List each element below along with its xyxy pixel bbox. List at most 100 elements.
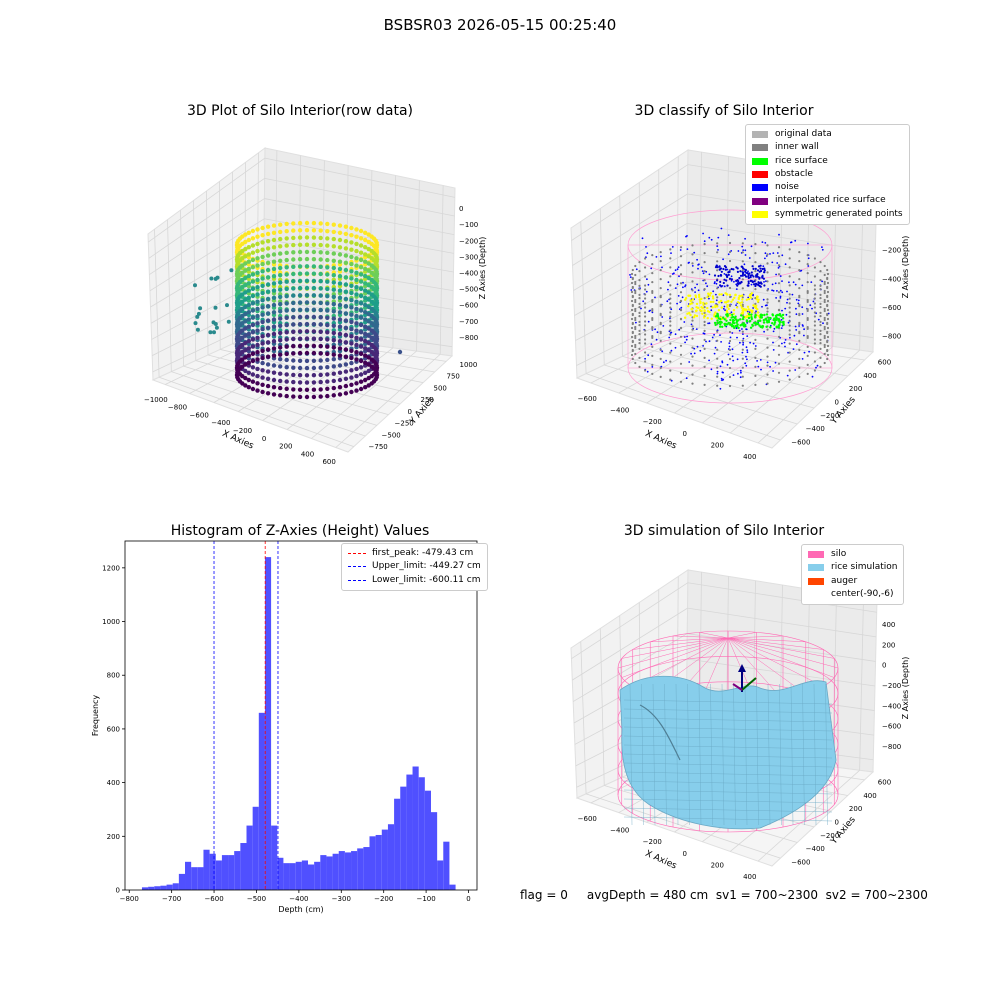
classify-noise-point [780, 327, 783, 329]
raw-point [374, 305, 379, 310]
raw-plot-title: 3D Plot of Silo Interior(row data) [186, 103, 414, 119]
classify-inner-wall-point [638, 338, 641, 341]
rice-mesh-line [652, 683, 656, 826]
classify-noise-point [744, 254, 747, 256]
classify-inner-wall-point [798, 278, 801, 281]
simulation-ytick-label: 0 [835, 819, 839, 827]
classify-inner-wall-point [819, 284, 822, 287]
classify-inner-wall-point [806, 299, 809, 302]
classify-inner-wall-point [806, 308, 809, 311]
raw-point [284, 386, 289, 391]
raw-point [255, 248, 260, 254]
raw-point [271, 339, 277, 344]
classify-inner-wall-point [691, 325, 694, 328]
histogram-ytick-label: 600 [107, 725, 120, 733]
classify-noise-cluster-point [755, 275, 758, 278]
simulation-xtick-label: 200 [711, 862, 724, 870]
classify-symmetric-point [689, 299, 692, 302]
raw-point [318, 300, 323, 306]
classify-noise-point [705, 340, 707, 343]
classify-inner-wall-point [679, 335, 683, 338]
classify-noise-cluster-point [722, 281, 725, 285]
raw-point [284, 351, 289, 357]
raw-point [297, 235, 303, 240]
raw-point [354, 299, 359, 304]
classify-noise-point [727, 234, 730, 237]
raw-point [311, 293, 317, 298]
classify-inner-wall-point [659, 287, 662, 290]
classify-inner-wall-point [766, 280, 769, 283]
classify-inner-wall-point [691, 253, 694, 256]
histogram-ylabel: Frequency [91, 695, 100, 737]
histogram-bar [314, 861, 321, 890]
classify-inner-wall-point [798, 260, 801, 263]
raw-outlier-point [208, 330, 213, 335]
classify-symmetric-point [705, 302, 708, 305]
classify-inner-wall-point [813, 266, 817, 269]
raw-point [331, 364, 336, 369]
raw-ytick-label: −250 [395, 420, 414, 428]
classify-noise-point [815, 366, 817, 369]
raw-point [318, 387, 323, 392]
classify-symmetric-point [684, 298, 687, 301]
legend-line-swatch [348, 566, 366, 568]
raw-point [297, 285, 303, 291]
classify-noise-point [801, 313, 804, 315]
raw-point [304, 387, 310, 392]
raw-point [343, 289, 349, 294]
classify-inner-wall-point [754, 347, 757, 350]
classify-noise-point [697, 289, 700, 292]
classify-rice-surface-point [759, 316, 763, 319]
classify-noise-cluster-point [757, 265, 761, 268]
raw-point [349, 261, 354, 267]
classify-inner-wall-point [716, 339, 719, 342]
classify-inner-wall-point [669, 275, 672, 278]
raw-point [271, 266, 277, 272]
raw-point [243, 311, 248, 317]
classify-noise-point [776, 252, 779, 254]
raw-point [363, 230, 368, 235]
raw-point [349, 341, 354, 346]
classify-noise-point [762, 265, 765, 268]
raw-point [250, 322, 256, 328]
raw-point [255, 234, 260, 239]
raw-outlier-point [225, 303, 229, 308]
raw-ztick-label: −200 [459, 237, 478, 245]
raw-point [260, 375, 265, 380]
classify-gridline [619, 195, 623, 357]
silo-roof-line [727, 637, 835, 678]
classify-symmetric-point [703, 309, 706, 313]
raw-point [255, 313, 260, 319]
classify-inner-wall-point [634, 273, 637, 277]
classify-noise-point [786, 290, 788, 293]
classify-noise-point [671, 246, 674, 248]
classify-inner-wall-point [669, 360, 672, 363]
raw-point [318, 365, 323, 370]
classify-noise-point [650, 343, 653, 346]
classify-noise-point [685, 377, 688, 380]
classify-inner-wall-point [826, 357, 829, 361]
raw-xtick-label: 400 [301, 450, 314, 458]
raw-point [318, 379, 323, 385]
classify-noise-point [763, 281, 765, 283]
classify-noise-cluster-point [747, 282, 750, 285]
classify-inner-wall-point [728, 357, 732, 361]
classify-inner-wall-point [634, 280, 637, 284]
classify-symmetric-point [712, 297, 715, 300]
raw-point [271, 288, 277, 293]
classify-inner-wall-point [788, 378, 791, 381]
histogram-bar [449, 884, 456, 890]
classify-inner-wall-point [631, 357, 634, 361]
classify-noise-point [674, 287, 677, 289]
classify-inner-wall-point [703, 270, 706, 273]
classify-noise-point [646, 278, 648, 281]
histogram-bar [185, 861, 192, 890]
raw-point [354, 335, 359, 340]
classify-noise-point [686, 235, 688, 237]
classify-inner-wall-point [813, 275, 817, 278]
classify-symmetric-point [746, 305, 750, 308]
classify-noise-cluster-point [756, 272, 759, 276]
classify-inner-wall-point [638, 329, 641, 332]
raw-point [260, 368, 265, 373]
raw-point [374, 370, 379, 375]
